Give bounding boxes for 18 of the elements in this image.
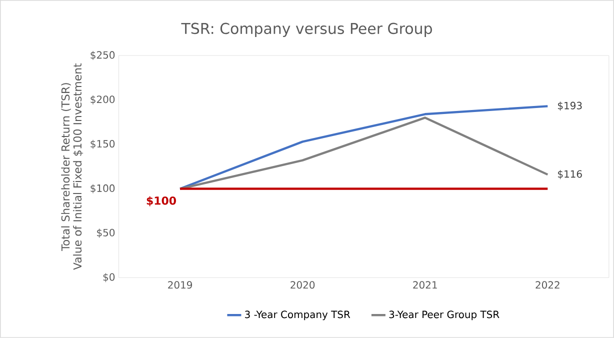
x-tick-label: 2020 <box>290 281 315 289</box>
text: Total Shareholder Return (TSR) <box>61 83 71 252</box>
x-tick-label: 2019 <box>168 281 192 289</box>
x-tick-label: 2021 <box>413 281 437 289</box>
x-tick-label: 2022 <box>536 281 560 289</box>
y-tick-label: $0 <box>103 273 115 282</box>
y-tick-label: $250 <box>90 51 115 60</box>
y-tick-label: $50 <box>97 228 115 238</box>
y-tick-label: $150 <box>90 140 115 149</box>
legend-label: 3 -Year Company TSR <box>245 310 350 320</box>
data-label: $100 <box>146 196 176 206</box>
data-label: $116 <box>558 170 582 180</box>
y-tick-label: $100 <box>90 184 115 194</box>
text: Value of Initial Fixed $100 Investment <box>73 63 84 270</box>
legend-label: 3-Year Peer Group TSR <box>389 310 500 320</box>
chart-title: TSR: Company versus Peer Group <box>181 22 432 38</box>
data-label: $193 <box>558 102 582 111</box>
y-tick-label: $200 <box>90 95 115 105</box>
